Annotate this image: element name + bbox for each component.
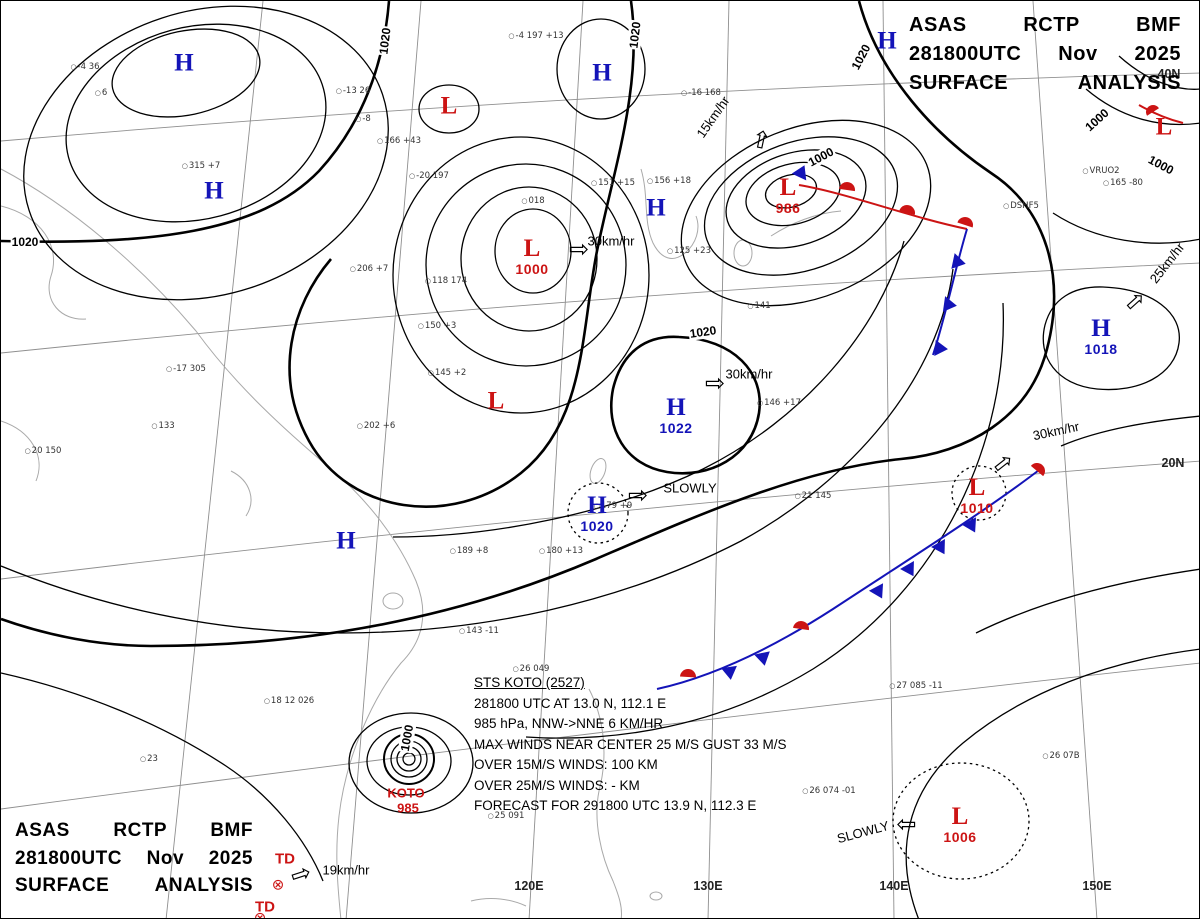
warm-front-pip-icon [680,669,696,678]
cold-front-pip-icon [951,253,966,269]
stationary-front-north [791,165,973,356]
typhoon-pressure: 985 [397,800,419,816]
warm-front-pip-icon [839,182,855,192]
title-line: SURFACE ANALYSIS [15,875,253,897]
title-block-top: ASAS RCTP BMF 281800UTC Nov 2025 SURFACE… [909,11,1181,98]
stationary-front-long [656,463,1045,690]
storm-info-line: FORECAST FOR 291800 UTC 13.9 N, 112.3 E [474,798,757,813]
storm-info-line: 985 hPa, NNW->NNE 6 KM/HR [474,716,664,731]
cold-front-pip-icon [942,296,957,312]
title-line: 281800UTC Nov 2025 [909,43,1181,65]
cold-front-pip-icon [900,561,914,577]
front-fragment-ne [1138,104,1184,124]
storm-info-line: STS KOTO (2527) [474,675,585,690]
cold-front-pip-icon [961,517,977,533]
fronts [656,104,1184,690]
cold-front-pip-icon [791,165,807,181]
storm-info-line: OVER 15M/S WINDS: 100 KM [474,757,658,772]
warm-front-pip-icon [899,205,915,215]
warm-front-pip-icon [1030,463,1045,477]
warm-front-pip-icon [957,217,973,228]
storm-info-line: OVER 25M/S WINDS: - KM [474,777,640,793]
warm-front-pip-icon [1146,105,1159,116]
storm-info-line: MAX WINDS NEAR CENTER 25 M/S GUST 33 M/S [474,736,787,752]
warm-front-pip-icon [793,621,809,631]
title-block-bottom: ASAS RCTP BMF 281800UTC Nov 2025 SURFACE… [15,817,253,900]
coastlines [1,168,842,918]
cold-front-pip-icon [934,340,948,356]
storm-info-line: 281800 UTC AT 13.0 N, 112.1 E [474,695,667,711]
title-line: SURFACE ANALYSIS [909,72,1181,94]
title-line: 281800UTC Nov 2025 [15,847,253,869]
cold-front-pip-icon [721,665,737,680]
cold-front-pip-icon [931,539,945,555]
cold-front-pip-icon [868,583,884,599]
title-line: ASAS RCTP BMF [15,820,253,842]
storm-info-box: STS KOTO (2527) 281800 UTC AT 13.0 N, 11… [474,673,787,817]
title-line: ASAS RCTP BMF [909,14,1181,36]
cold-front-pip-icon [754,651,770,666]
typhoon-name: KOTO [387,785,425,801]
